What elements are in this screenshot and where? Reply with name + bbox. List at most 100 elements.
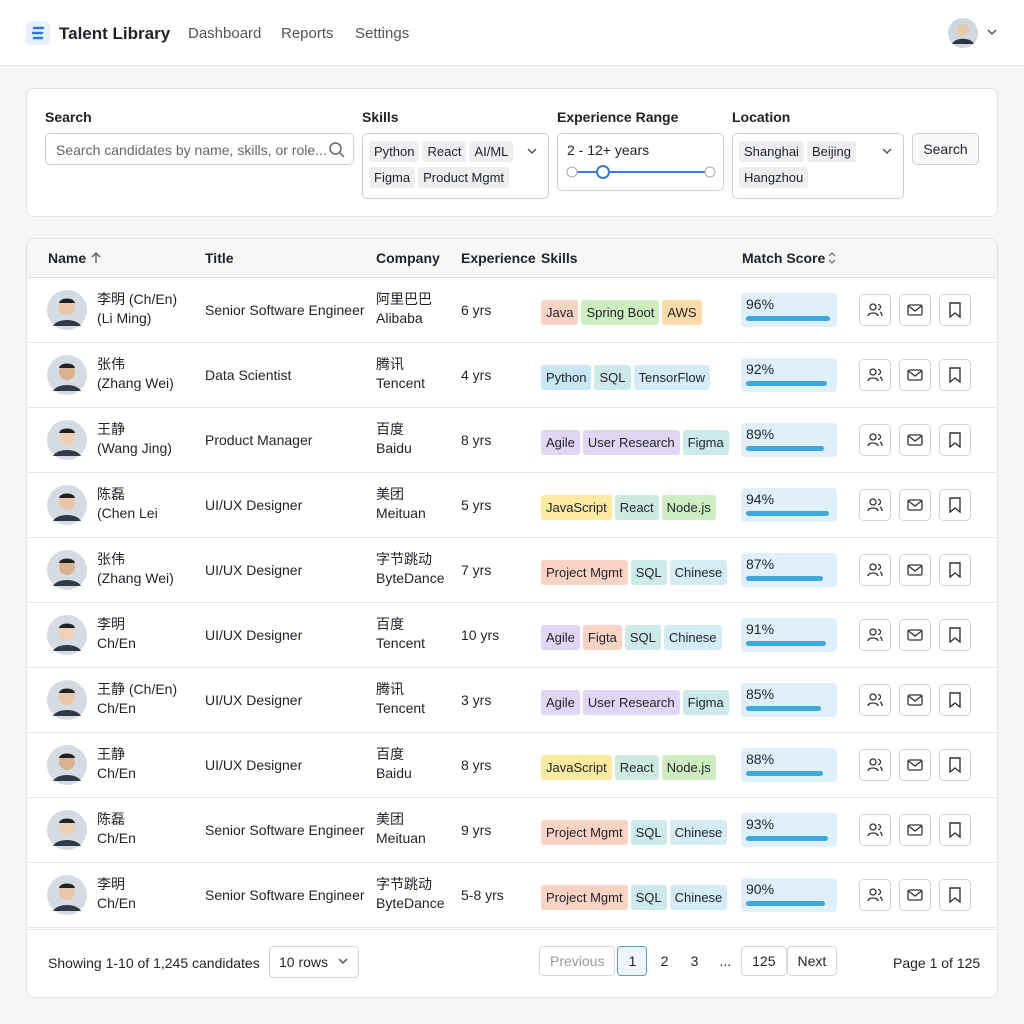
nav-link[interactable]: Settings (355, 25, 410, 42)
company-alt: Tencent (376, 635, 426, 651)
message-button[interactable] (899, 554, 931, 586)
column-header[interactable]: Match Score (742, 250, 826, 266)
location-select[interactable]: Shanghai Beijing Hangzhou (732, 133, 904, 199)
range-slider[interactable] (564, 164, 719, 180)
message-button[interactable] (899, 684, 931, 716)
search-input[interactable]: Search candidates by name, skills, or ro… (45, 133, 354, 165)
view-profile-button[interactable] (859, 814, 891, 846)
column-header[interactable]: Name (48, 250, 87, 266)
company-alt: Meituan (376, 830, 426, 846)
message-button[interactable] (899, 879, 931, 911)
view-profile-button[interactable] (859, 619, 891, 651)
bookmark-button[interactable] (939, 424, 971, 456)
message-button[interactable] (899, 619, 931, 651)
experience: 10 yrs (461, 627, 500, 643)
candidate-title: Data Scientist (205, 367, 292, 383)
column-header[interactable]: Company (376, 250, 440, 266)
candidate-name[interactable]: 张伟 (97, 356, 125, 372)
message-button[interactable] (899, 749, 931, 781)
skills: Agile User Research Figma (541, 690, 732, 715)
bookmark-button[interactable] (939, 684, 971, 716)
bookmark-button[interactable] (939, 749, 971, 781)
company-alt: Tencent (376, 700, 426, 716)
score-label: 88% (746, 751, 775, 767)
label: Search (45, 109, 92, 125)
page-button[interactable]: 3 (690, 953, 699, 969)
skill-tag: SQL (594, 365, 631, 390)
column-header[interactable]: Title (205, 250, 234, 266)
view-profile-button[interactable] (859, 359, 891, 391)
label: Experience Range (557, 109, 679, 125)
bookmark-button[interactable] (939, 294, 971, 326)
label: Location (732, 109, 791, 125)
message-button[interactable] (899, 294, 931, 326)
message-button[interactable] (899, 489, 931, 521)
candidate-name[interactable]: 王静 (Ch/En) (97, 681, 178, 697)
score-bar (746, 576, 823, 581)
view-profile-button[interactable] (859, 294, 891, 326)
bookmark-button[interactable] (939, 554, 971, 586)
skills-select[interactable]: Python React AI/ML Figma Product Mgmt (362, 133, 549, 199)
candidate-name-alt: Ch/En (97, 635, 136, 651)
search-icon (329, 142, 345, 158)
candidate-name-alt: (Zhang Wei) (97, 375, 174, 391)
page-button[interactable]: 2 (660, 953, 669, 969)
column-header[interactable]: Experience (461, 250, 536, 266)
page-button[interactable]: Next (786, 946, 838, 976)
skill-tag: Chinese (663, 625, 722, 650)
view-profile-button[interactable] (859, 879, 891, 911)
skill-tag: Chinese (669, 885, 728, 910)
table-row: 李明 Ch/En UI/UX Designer 百度 Tencent 10 yrs Agil… (27, 603, 997, 668)
page-button[interactable]: 125 (741, 946, 787, 976)
experience-range[interactable]: 2 - 12+ years (557, 133, 724, 191)
candidate-name[interactable]: 王静 (97, 746, 125, 762)
nav-link[interactable]: Reports (281, 25, 334, 42)
candidate-name[interactable]: 李明 (Ch/En) (97, 291, 178, 307)
candidate-name[interactable]: 李明 (97, 616, 125, 632)
candidate-name[interactable]: 张伟 (97, 551, 125, 567)
view-profile-button[interactable] (859, 489, 891, 521)
search-button[interactable]: Search (912, 133, 979, 165)
candidate-name[interactable]: 陈磊 (97, 811, 125, 827)
message-button[interactable] (899, 424, 931, 456)
view-profile-button[interactable] (859, 749, 891, 781)
column-header[interactable]: Skills (541, 250, 578, 266)
company: 阿里巴巴 (376, 291, 432, 307)
table-row: 张伟 (Zhang Wei) UI/UX Designer 字节跳动 ByteDance… (27, 538, 997, 603)
page-button[interactable]: ... (719, 953, 732, 969)
candidate-name-alt: (Zhang Wei) (97, 570, 174, 586)
candidate-name[interactable]: 陈磊 (97, 486, 125, 502)
view-profile-button[interactable] (859, 554, 891, 586)
view-profile-button[interactable] (859, 424, 891, 456)
candidate-title: Product Manager (205, 432, 313, 448)
message-button[interactable] (899, 814, 931, 846)
bookmark-button[interactable] (939, 814, 971, 846)
nav-bar: Talent Library Dashboard Reports Setting… (0, 0, 1024, 66)
company-alt: ByteDance (376, 570, 445, 586)
bookmark-button[interactable] (939, 619, 971, 651)
avatar (47, 290, 87, 333)
view-profile-button[interactable] (859, 684, 891, 716)
bookmark-button[interactable] (939, 879, 971, 911)
table-row: 张伟 (Zhang Wei) Data Scientist 腾讯 Tencent 4 yr… (27, 343, 997, 408)
skill-tag: Chinese (669, 560, 728, 585)
user-menu[interactable] (947, 17, 1003, 49)
experience: 4 yrs (461, 367, 492, 383)
skill-tag: Python (541, 365, 592, 390)
message-button[interactable] (899, 359, 931, 391)
match-score: 85% (741, 683, 837, 717)
bookmark-button[interactable] (939, 489, 971, 521)
company: 美团 (376, 811, 404, 827)
rows-select[interactable]: 10 rows (269, 946, 359, 978)
match-score: 94% (741, 488, 837, 522)
bookmark-button[interactable] (939, 359, 971, 391)
nav-link[interactable]: Dashboard (188, 25, 262, 42)
candidate-name[interactable]: 王静 (97, 421, 125, 437)
candidate-name[interactable]: 李明 (97, 876, 125, 892)
skill-tag: Node.js (661, 755, 716, 780)
company-alt: Baidu (376, 765, 412, 781)
page-button[interactable]: Previous (539, 946, 616, 976)
skill-tag: SQL (624, 625, 661, 650)
page-button[interactable]: 1 (617, 946, 648, 976)
table-row: 王静 Ch/En UI/UX Designer 百度 Baidu 8 yrs JavaScr… (27, 733, 997, 798)
